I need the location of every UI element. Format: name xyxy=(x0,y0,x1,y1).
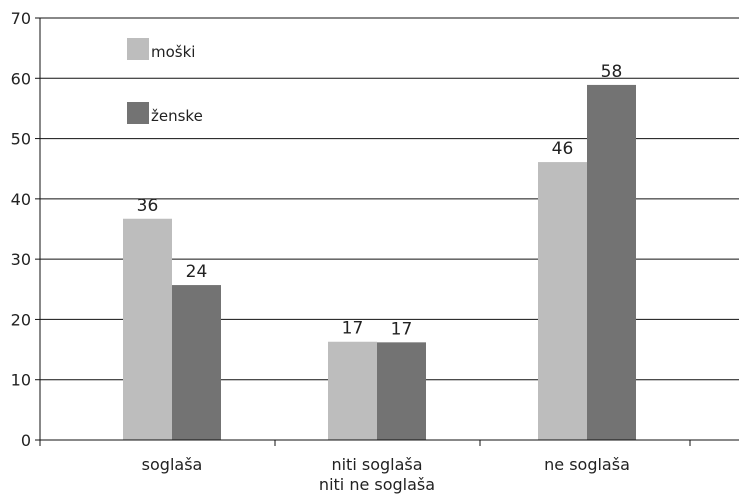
x-category-label: soglaša xyxy=(142,455,203,474)
data-label: 58 xyxy=(601,62,623,82)
y-tick-label: 40 xyxy=(11,190,31,209)
x-category-label: niti soglaša xyxy=(331,455,422,474)
legend-label: moški xyxy=(151,43,195,61)
data-label: 36 xyxy=(137,196,159,216)
data-label: 17 xyxy=(391,319,413,339)
bar-ženske xyxy=(172,285,221,440)
bars xyxy=(123,84,636,440)
y-tick-label: 50 xyxy=(11,130,31,149)
legend: moški ženske xyxy=(127,38,203,125)
y-tick-label: 0 xyxy=(21,431,31,450)
bar-ženske xyxy=(587,84,636,440)
y-tick-label: 30 xyxy=(11,250,31,269)
legend-label: ženske xyxy=(151,107,203,125)
x-category-label: niti ne soglaša xyxy=(319,475,435,494)
data-label: 17 xyxy=(342,319,364,339)
bar-moški xyxy=(123,218,172,440)
data-label: 24 xyxy=(186,262,208,282)
bar-moški xyxy=(328,341,377,440)
y-axis-ticks: 0 10 20 30 40 50 60 70 xyxy=(11,9,40,450)
data-labels: 36 17 46 24 17 58 xyxy=(137,62,623,339)
y-tick-label: 60 xyxy=(11,69,31,88)
y-tick-label: 10 xyxy=(11,371,31,390)
data-label: 46 xyxy=(552,139,574,159)
bar-ženske xyxy=(377,342,426,440)
bar-moški xyxy=(538,162,587,440)
legend-swatch xyxy=(127,38,149,60)
y-tick-label: 20 xyxy=(11,310,31,329)
y-tick-label: 70 xyxy=(11,9,31,28)
legend-swatch xyxy=(127,102,149,124)
axes xyxy=(39,18,739,446)
x-category-label: ne soglaša xyxy=(544,455,630,474)
